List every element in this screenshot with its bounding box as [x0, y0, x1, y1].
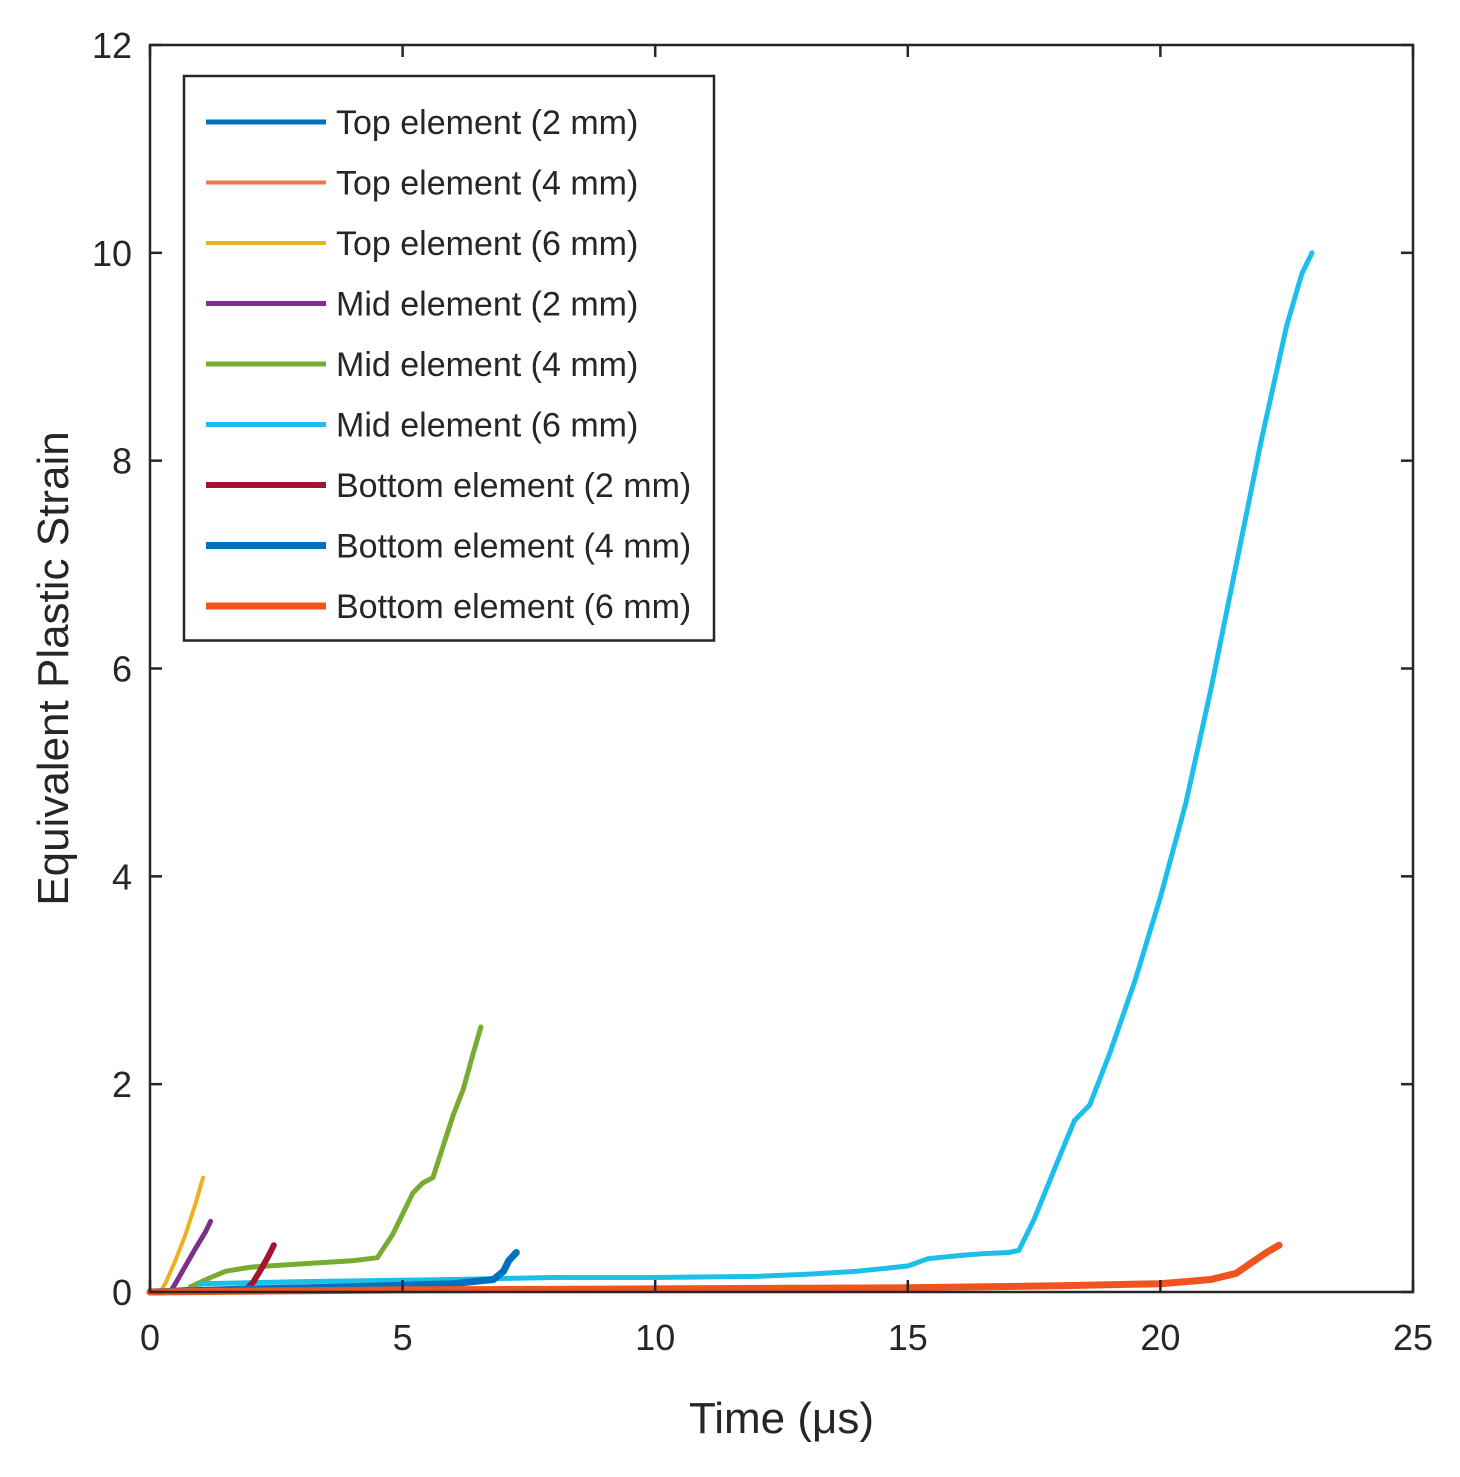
legend-label: Bottom element (2 mm): [336, 467, 691, 505]
y-tick-label: 4: [112, 856, 132, 897]
y-tick-label: 12: [92, 25, 132, 66]
x-tick-label: 5: [393, 1317, 413, 1358]
x-axis-title: Time (μs): [689, 1394, 874, 1443]
x-tick-label: 15: [888, 1317, 928, 1358]
legend-label: Mid element (6 mm): [336, 407, 638, 445]
series-line-4: [167, 1218, 214, 1295]
legend-label: Mid element (4 mm): [336, 346, 638, 384]
legend-label: Top element (4 mm): [336, 165, 638, 203]
legend: Top element (2 mm) Top element (4 mm) Top …: [182, 74, 716, 642]
legend-label: Top element (6 mm): [336, 225, 638, 263]
y-tick-label: 6: [112, 649, 132, 690]
y-tick-label: 10: [92, 233, 132, 274]
series-line-5: [187, 1024, 484, 1290]
y-tick-label: 0: [112, 1272, 132, 1313]
x-tick-label: 0: [140, 1317, 160, 1358]
x-tick-label: 25: [1393, 1317, 1433, 1358]
legend-label: Bottom element (4 mm): [336, 528, 691, 566]
legend-label: Mid element (2 mm): [336, 286, 638, 324]
y-tick-label: 2: [112, 1064, 132, 1105]
x-tick-label: 10: [635, 1317, 675, 1358]
legend-label: Bottom element (6 mm): [336, 588, 691, 626]
legend-label: Top element (2 mm): [336, 104, 638, 142]
series-line-6: [198, 250, 1315, 1287]
axes: 0 5 10 15 20 25 0 2 4 6 8 10 12 Time (μs) Equivalent P…: [29, 25, 1433, 1443]
series-line-3: [158, 1175, 205, 1294]
y-axis-title: Equivalent Plastic Strain: [29, 431, 78, 905]
y-tick-label: 8: [112, 441, 132, 482]
x-tick-label: 20: [1140, 1317, 1180, 1358]
